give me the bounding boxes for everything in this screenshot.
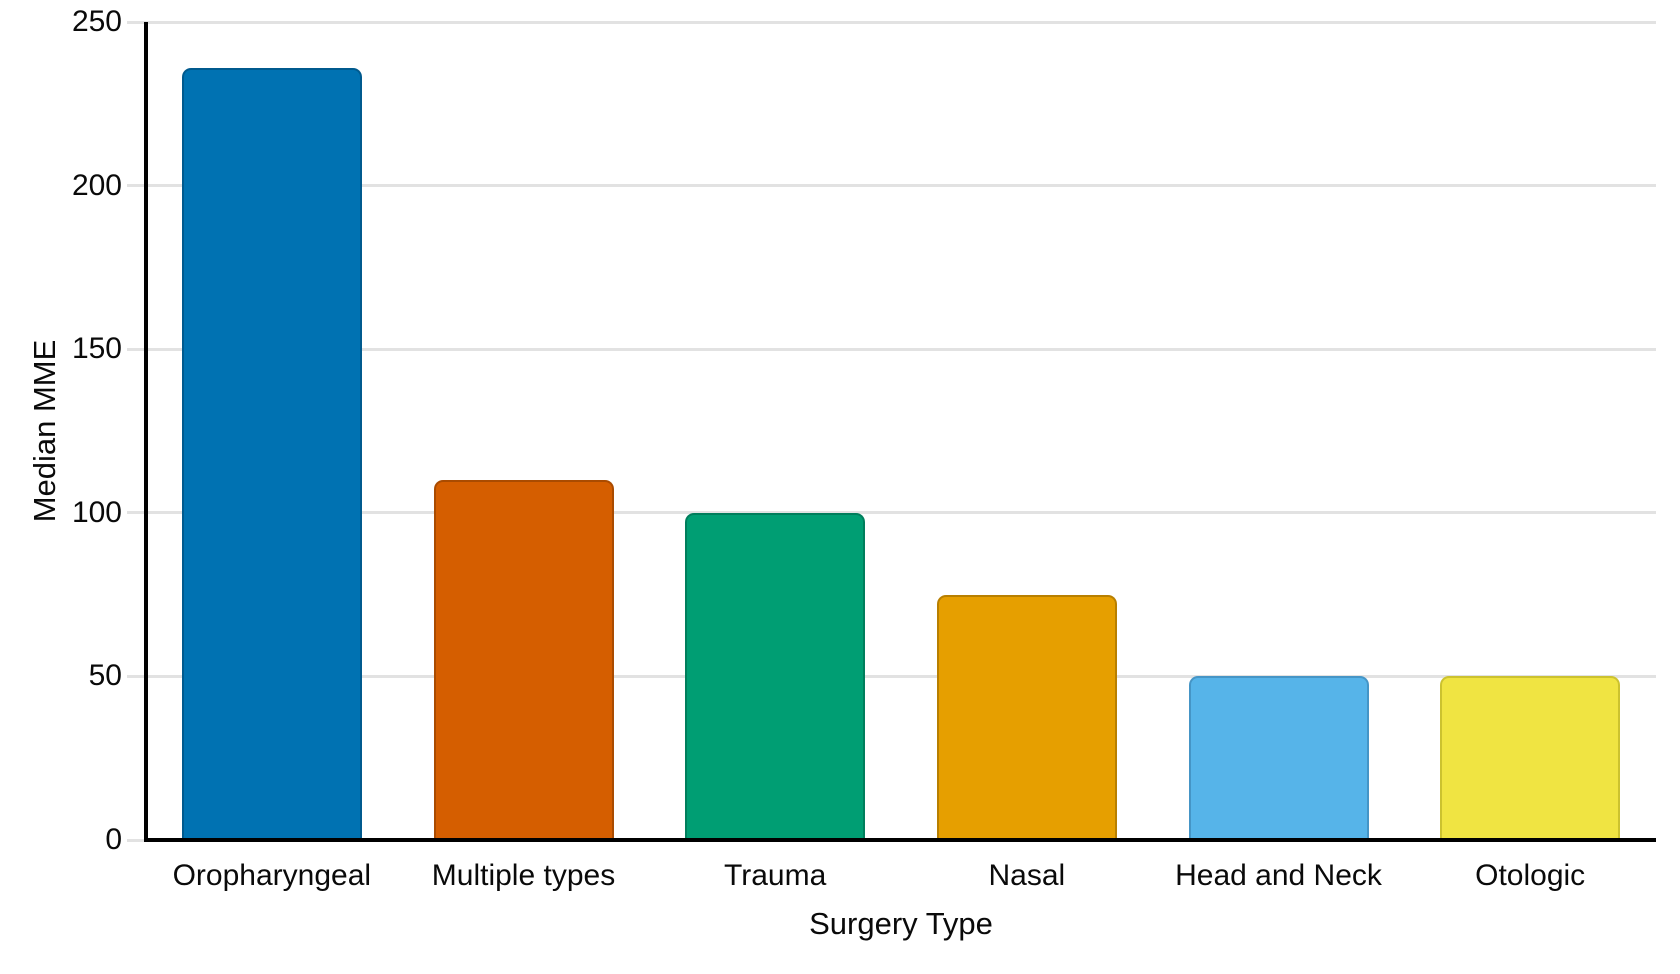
bar-oropharyngeal <box>181 67 362 840</box>
gridline-100 <box>127 511 1656 515</box>
x-tick-label-nasal: Nasal <box>988 859 1066 892</box>
x-tick-label-otologic: Otologic <box>1475 859 1586 892</box>
bar-multiple-types <box>433 480 614 840</box>
bar-otologic <box>1440 676 1621 840</box>
y-tick-label-250: 250 <box>71 5 122 38</box>
gridline-200 <box>127 184 1656 188</box>
y-tick-mark-100 <box>127 511 146 515</box>
bar-trauma <box>685 512 866 840</box>
gridline-250 <box>127 20 1656 24</box>
y-tick-mark-0 <box>127 838 146 842</box>
x-tick-label-oropharyngeal: Oropharyngeal <box>172 859 372 892</box>
y-tick-label-100: 100 <box>71 495 122 529</box>
y-tick-mark-50 <box>127 674 146 678</box>
x-axis-line <box>144 838 1656 842</box>
bar-nasal <box>936 594 1117 840</box>
x-tick-label-multiple-types: Multiple types <box>431 859 616 892</box>
y-tick-label-50: 50 <box>88 659 122 693</box>
y-tick-mark-150 <box>127 347 146 351</box>
y-axis-line <box>144 22 148 842</box>
y-tick-label-200: 200 <box>71 168 122 202</box>
y-tick-mark-200 <box>127 184 146 188</box>
gridline-50 <box>127 674 1656 678</box>
y-tick-mark-250 <box>127 20 146 24</box>
x-tick-label-trauma: Trauma <box>724 859 827 892</box>
x-tick-label-head-and-neck: Head and Neck <box>1175 859 1382 892</box>
x-axis-title: Surgery Type <box>809 906 993 941</box>
bar-head-and-neck <box>1188 676 1369 840</box>
y-tick-label-0: 0 <box>105 823 122 856</box>
gridline-150 <box>127 347 1656 351</box>
y-tick-label-150: 150 <box>71 332 122 366</box>
